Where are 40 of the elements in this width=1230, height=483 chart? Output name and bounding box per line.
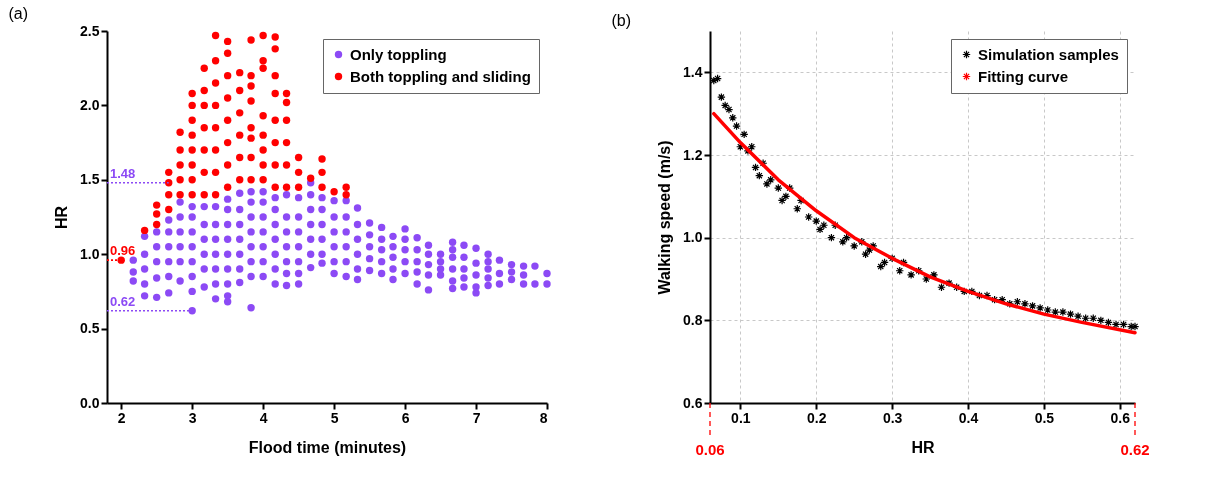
ref-line-label: 0.06 — [695, 441, 725, 458]
y-tick-label: 1.4 — [683, 63, 703, 80]
x-axis-title: Flood time (minutes) — [248, 438, 407, 456]
x-tick-label: 6 — [401, 409, 410, 426]
y-tick-label: 0.6 — [683, 394, 703, 411]
x-tick-label: 0.1 — [731, 409, 751, 426]
x-tick-label: 8 — [539, 409, 548, 426]
ref-line-label: 1.48 — [110, 165, 136, 181]
y-tick-label: 0.0 — [80, 394, 100, 411]
x-tick-label: 5 — [330, 409, 339, 426]
legend-label: Only toppling — [350, 45, 447, 63]
x-tick-label: 0.3 — [882, 409, 903, 426]
y-tick-label: 2.0 — [80, 96, 100, 113]
ref-line-label: 0.96 — [110, 243, 136, 259]
ref-line-label: 0.62 — [1120, 441, 1150, 458]
chart-title: (a) — [8, 5, 29, 22]
x-tick-label: 0.5 — [1034, 409, 1055, 426]
y-axis-title: HR — [53, 205, 71, 230]
line-series — [712, 111, 1137, 335]
legend-label: Fitting curve — [978, 67, 1069, 85]
y-tick-label: 1.0 — [683, 229, 703, 246]
x-tick-label: 0.6 — [1110, 409, 1131, 426]
x-tick-label: 0.2 — [807, 409, 827, 426]
y-tick-label: 1.0 — [80, 245, 100, 262]
x-axis-title: HR — [911, 438, 935, 456]
y-tick-label: 0.5 — [80, 320, 100, 337]
x-tick-label: 4 — [259, 409, 268, 426]
ref-line-label: 0.62 — [110, 293, 136, 309]
y-tick-label: 1.5 — [80, 171, 100, 188]
x-tick-label: 2 — [117, 409, 126, 426]
y-axis-title: Walking speed (m/s) — [656, 140, 674, 295]
x-tick-label: 3 — [188, 409, 197, 426]
legend-label: Both toppling and sliding — [350, 67, 531, 85]
legend-label: Simulation samples — [978, 45, 1119, 63]
x-tick-label: 7 — [472, 409, 481, 426]
chart-title: (b) — [611, 12, 632, 29]
y-tick-label: 2.5 — [80, 22, 100, 39]
y-tick-label: 1.2 — [683, 146, 703, 163]
y-tick-label: 0.8 — [683, 311, 703, 328]
x-tick-label: 0.4 — [958, 409, 979, 426]
